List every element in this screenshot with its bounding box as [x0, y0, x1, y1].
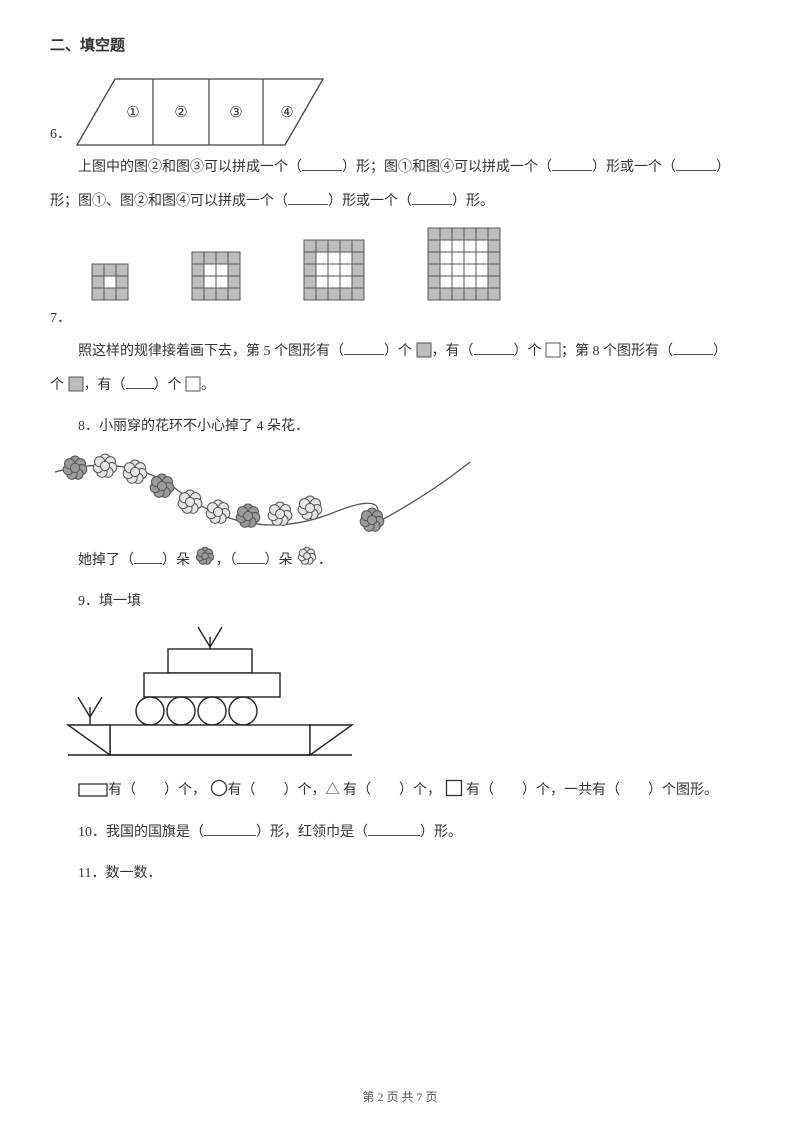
q6-line1: 上图中的图②和图③可以拼成一个（ ）形；图①和图④可以拼成一个（ ）形或一个（ ）	[50, 151, 750, 185]
q6-l1-b: ）形；图①和图④可以拼成一个（	[342, 160, 552, 175]
blank	[288, 191, 328, 205]
question-9: 9．填一填 有（ ）个， 有（ ）个，△ 有（ ）个， 有（ ）个，一共有（ ）…	[50, 585, 750, 807]
blank	[204, 822, 256, 836]
section-heading: 二、填空题	[50, 30, 750, 63]
q7-l2-b: ，有（	[84, 378, 126, 393]
q7-l2-d: 。	[201, 378, 215, 393]
grid-6	[426, 226, 502, 302]
shaded-square-icon	[68, 376, 84, 392]
q11-number: 11．	[78, 866, 105, 881]
svg-text:①: ①	[126, 105, 139, 121]
parallelogram-figure: ① ② ③ ④	[75, 73, 325, 151]
q6-l2-b: ）形或一个（	[328, 194, 412, 209]
q6-l2-c: ）形。	[452, 194, 494, 209]
question-7: 7． 照这样的规律接着画下去，第 5 个图形有（）个 ，有（）个 ；第 8 个图…	[50, 226, 750, 402]
q11-text: 数一数．	[105, 866, 161, 881]
q7-l1-e: ；第 8 个图形有（	[561, 344, 673, 359]
q7-number: 7．	[50, 311, 71, 326]
grid-4	[190, 250, 242, 302]
q7-line2: 个 ，有（ ）个 。	[50, 369, 750, 403]
blank	[412, 191, 452, 205]
q6-l1-c: ）形或一个（	[592, 160, 676, 175]
q9-number: 9．	[78, 594, 99, 609]
q8-b: ）朵	[162, 553, 190, 568]
q8-prompt: 8．小丽穿的花环不小心掉了 4 朵花．	[50, 410, 750, 444]
blank	[368, 822, 420, 836]
white-square-icon	[545, 342, 561, 358]
q8-number: 8．	[78, 419, 99, 434]
white-square-icon	[185, 376, 201, 392]
q8-answer-line: 她掉了（ ）朵 ，（ ）朵 ．	[50, 544, 750, 578]
svg-text:③: ③	[229, 105, 242, 121]
grid-3	[90, 262, 130, 302]
q8-e: ．	[318, 553, 332, 568]
q8-text: 小丽穿的花环不小心掉了 4 朵花．	[99, 419, 309, 434]
q8-c: ，（	[216, 553, 237, 568]
q9-b: 有（ ）个，△ 有（ ）个，	[228, 783, 442, 798]
blank	[474, 341, 514, 355]
q7-l1-a: 照这样的规律接着画下去，第 5 个图形有（	[78, 344, 344, 359]
q7-l1-d: ）个	[514, 344, 542, 359]
page-footer: 第 2 页 共 7 页	[0, 1084, 800, 1110]
rectangle-icon	[78, 783, 108, 797]
q6-figure-row: 6． ① ② ③ ④	[50, 73, 750, 151]
dark-flower-icon	[194, 545, 216, 567]
q11-line: 11．数一数．	[50, 857, 750, 891]
boat-figure	[50, 619, 380, 774]
q10-b: ）形，红领巾是（	[256, 825, 368, 840]
question-11: 11．数一数．	[50, 857, 750, 891]
q7-l1-c: ，有（	[432, 344, 474, 359]
q10-number: 10．	[78, 825, 106, 840]
q8-a: 她掉了（	[78, 553, 134, 568]
blank	[552, 157, 592, 171]
blank	[237, 550, 265, 564]
svg-text:②: ②	[174, 105, 187, 121]
q9-answer-line: 有（ ）个， 有（ ）个，△ 有（ ）个， 有（ ）个，一共有（ ）个图形。	[50, 774, 750, 808]
blank	[126, 375, 154, 389]
q9-c: 有（ ）个，一共有（ ）个图形。	[463, 783, 719, 798]
q10-a: 我国的国旗是（	[106, 825, 204, 840]
square-icon	[445, 779, 463, 797]
q9-a: 有（ ）个，	[108, 783, 206, 798]
q7-l2-a: 个	[50, 378, 64, 393]
blank	[673, 341, 713, 355]
q7-grids	[90, 226, 750, 302]
blank	[302, 157, 342, 171]
flower-strand-figure	[50, 444, 480, 544]
q6-l2-a: 形；图①、图②和图④可以拼成一个（	[50, 194, 288, 209]
blank	[344, 341, 384, 355]
question-10: 10．我国的国旗是（ ）形，红领巾是（ ）形。	[50, 816, 750, 850]
q7-l2-c: ）个	[154, 378, 182, 393]
light-flower-icon	[296, 545, 318, 567]
grid-5	[302, 238, 366, 302]
q9-text: 填一填	[99, 594, 141, 609]
q7-l1-f: ）	[713, 344, 727, 359]
q6-l1-d: ）	[716, 160, 730, 175]
shaded-square-icon	[416, 342, 432, 358]
q6-line2: 形；图①、图②和图④可以拼成一个（ ）形或一个（ ）形。	[50, 185, 750, 219]
q9-prompt: 9．填一填	[50, 585, 750, 619]
q10-line: 10．我国的国旗是（ ）形，红领巾是（ ）形。	[50, 816, 750, 850]
q10-c: ）形。	[420, 825, 462, 840]
blank	[134, 550, 162, 564]
q6-number: 6．	[50, 120, 71, 151]
blank	[676, 157, 716, 171]
circle-icon	[210, 779, 228, 797]
q6-l1-a: 上图中的图②和图③可以拼成一个（	[78, 160, 302, 175]
q7-l1-b: ）个	[384, 344, 412, 359]
question-8: 8．小丽穿的花环不小心掉了 4 朵花． 她掉了（ ）朵 ，（ ）朵 ．	[50, 410, 750, 577]
question-6: 6． ① ② ③ ④ 上图中的图②和图③可以拼成一个（ ）形；图①和图④可以拼成一…	[50, 73, 750, 218]
q7-line1: 照这样的规律接着画下去，第 5 个图形有（ ）个 ，有（ ）个 ；第 8 个图形有（…	[50, 335, 750, 369]
q8-d: ）朵	[265, 553, 293, 568]
svg-text:④: ④	[280, 105, 293, 121]
